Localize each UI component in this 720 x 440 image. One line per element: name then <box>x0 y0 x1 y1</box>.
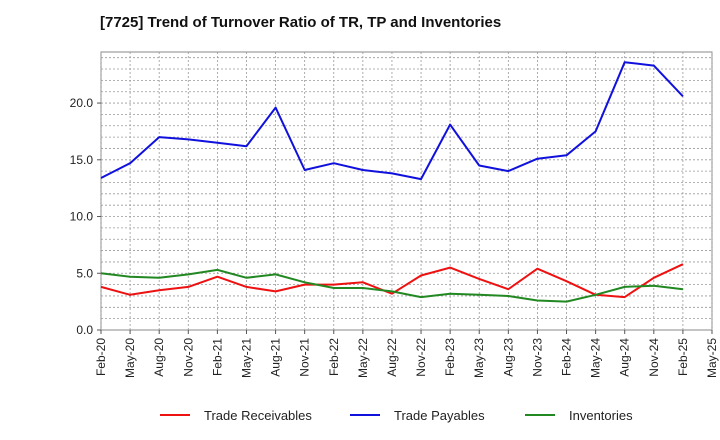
x-tick-label: Feb-25 <box>676 338 690 376</box>
x-tick-label: Aug-24 <box>618 338 632 377</box>
x-tick-label: Nov-20 <box>181 338 195 377</box>
x-tick-label: Aug-23 <box>501 338 515 377</box>
x-tick-label: Nov-22 <box>414 338 428 377</box>
x-tick-label: Feb-20 <box>94 338 108 376</box>
x-tick-label: Nov-23 <box>530 338 544 377</box>
legend-label-inventories: Inventories <box>569 408 633 423</box>
x-tick-label: May-24 <box>589 338 603 378</box>
y-tick-label: 0.0 <box>76 323 93 337</box>
x-tick-label: May-25 <box>705 338 719 378</box>
x-tick-label: Nov-21 <box>298 338 312 377</box>
x-tick-label: May-22 <box>356 338 370 378</box>
x-tick-label: May-20 <box>123 338 137 378</box>
x-tick-label: Aug-20 <box>152 338 166 377</box>
x-tick-label: Aug-21 <box>269 338 283 377</box>
x-tick-label: May-21 <box>239 338 253 378</box>
y-tick-label: 20.0 <box>70 96 94 110</box>
y-tick-label: 15.0 <box>70 153 94 167</box>
y-tick-label: 10.0 <box>70 210 94 224</box>
x-tick-label: Feb-24 <box>560 338 574 376</box>
legend-label-trade-payables: Trade Payables <box>394 408 485 423</box>
chart-title: [7725] Trend of Turnover Ratio of TR, TP… <box>100 14 502 31</box>
x-tick-label: Feb-21 <box>210 338 224 376</box>
series-line-trade-payables <box>100 61 684 181</box>
series-line-trade-receivables <box>100 263 684 299</box>
series-line-inventories <box>100 268 684 303</box>
x-tick-label: May-23 <box>472 338 486 378</box>
y-tick-label: 5.0 <box>76 266 93 280</box>
x-tick-label: Feb-23 <box>443 338 457 376</box>
x-tick-label: Feb-22 <box>327 338 341 376</box>
x-tick-label: Aug-22 <box>385 338 399 377</box>
legend-label-trade-receivables: Trade Receivables <box>204 408 312 423</box>
x-tick-label: Nov-24 <box>647 338 661 377</box>
